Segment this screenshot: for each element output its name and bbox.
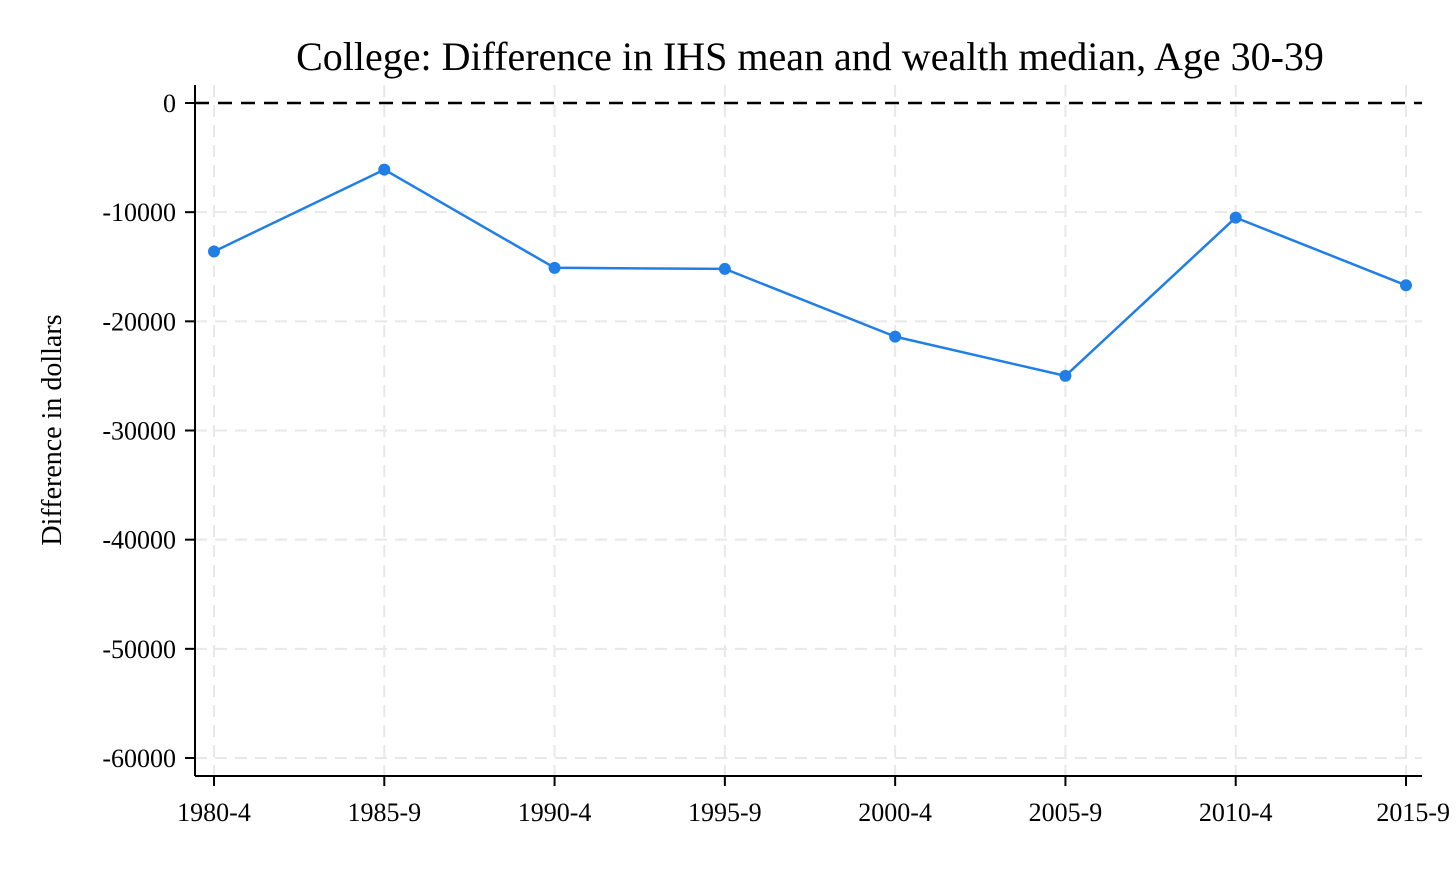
data-point xyxy=(208,245,220,258)
x-tick-label: 1990-4 xyxy=(518,798,592,827)
data-point xyxy=(378,163,391,176)
gridlines xyxy=(195,85,1422,776)
y-tick-label: -50000 xyxy=(102,635,176,664)
x-tick-label: 2015-9 xyxy=(1376,798,1450,827)
y-tick-label: -60000 xyxy=(102,744,176,773)
x-tick-label: 1980-4 xyxy=(177,798,251,827)
data-point xyxy=(1400,279,1412,292)
x-tick-label: 2010-4 xyxy=(1199,798,1273,827)
y-tick-label: -10000 xyxy=(102,198,176,227)
data-point xyxy=(548,261,561,274)
y-tick-label: -30000 xyxy=(102,417,176,446)
y-tick-labels: 0 -10000 -20000 -30000 -40000 -50000 -60000 xyxy=(102,89,176,773)
y-tick-label: 0 xyxy=(163,89,176,118)
data-points xyxy=(208,163,1412,382)
x-tick-label: 1995-9 xyxy=(688,798,762,827)
axes xyxy=(185,85,1422,786)
data-point xyxy=(1059,369,1072,382)
x-tick-label: 2005-9 xyxy=(1029,798,1103,827)
x-tick-labels: 1980-4 1985-9 1990-4 1995-9 2000-4 2005-9 2010… xyxy=(177,798,1450,827)
x-tick-label: 2000-4 xyxy=(858,798,932,827)
series-line xyxy=(213,168,1407,378)
y-tick-label: -40000 xyxy=(102,526,176,555)
x-tick-label: 1985-9 xyxy=(347,798,421,827)
data-point xyxy=(889,330,902,343)
y-tick-label: -20000 xyxy=(102,307,176,336)
data-point xyxy=(1229,211,1242,224)
y-axis-title: Difference in dollars xyxy=(37,314,68,545)
series-lines xyxy=(213,168,1407,378)
chart-title: College: Difference in IHS mean and weal… xyxy=(296,34,1324,79)
data-point xyxy=(718,262,731,275)
